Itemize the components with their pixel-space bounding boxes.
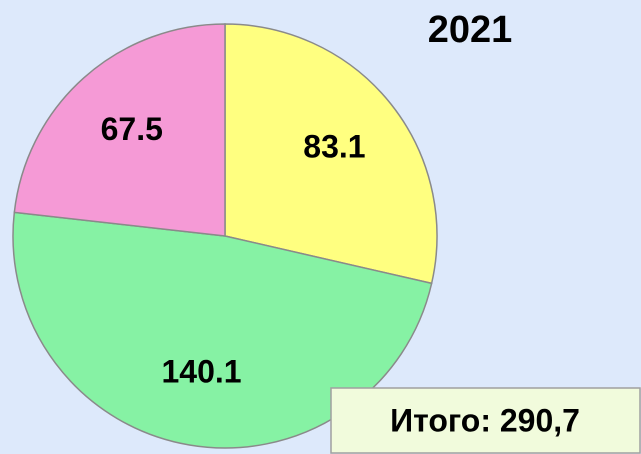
- chart-title: 2021: [428, 9, 513, 51]
- annotation: Итого: 290,7: [390, 402, 580, 438]
- data-label: 67.5: [101, 111, 163, 147]
- pie-slice: [12, 211, 433, 449]
- annotation-box: [330, 387, 641, 454]
- pie-slice: [13, 23, 226, 237]
- pie-slice: [224, 23, 438, 285]
- pie: [12, 23, 438, 449]
- data-label: 83.1: [303, 128, 365, 164]
- data-label: 140.1: [161, 353, 241, 389]
